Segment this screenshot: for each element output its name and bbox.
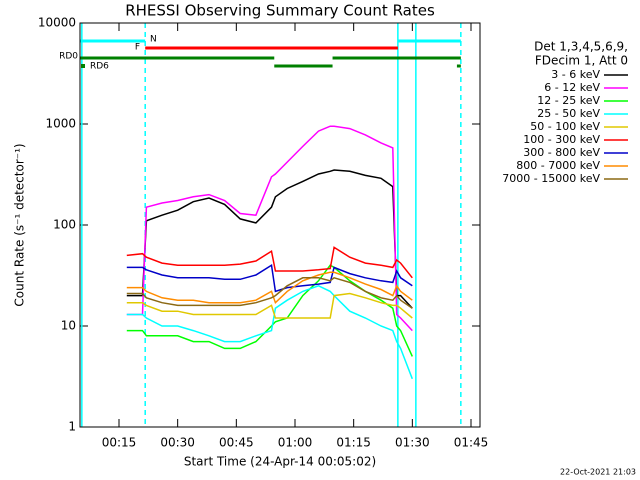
legend-label: 100 - 300 keV bbox=[523, 133, 600, 146]
chart-title: RHESSI Observing Summary Count Rates bbox=[125, 2, 435, 20]
x-tick-label: 01:30 bbox=[395, 436, 430, 450]
state-label: RD0 bbox=[59, 52, 78, 62]
series-line bbox=[126, 169, 413, 309]
series-line bbox=[126, 271, 413, 305]
legend-label: 300 - 800 keV bbox=[523, 146, 600, 159]
series-line bbox=[126, 292, 413, 319]
series-line bbox=[126, 246, 413, 279]
legend-label: 3 - 6 keV bbox=[551, 68, 600, 81]
legend-label: 6 - 12 keV bbox=[544, 81, 600, 94]
state-label: F bbox=[135, 43, 140, 53]
legend-label: 25 - 50 keV bbox=[537, 107, 600, 120]
y-tick-label: 100 bbox=[53, 218, 76, 232]
series-line bbox=[126, 276, 413, 309]
x-tick-label: 00:30 bbox=[160, 436, 195, 450]
legend-header: Det 1,3,4,5,6,9, bbox=[534, 40, 628, 54]
y-tick-label: 1000 bbox=[45, 117, 76, 131]
legend-label: 7000 - 15000 keV bbox=[502, 172, 600, 185]
series-line bbox=[126, 264, 413, 357]
series-line bbox=[126, 284, 413, 380]
legend-header: FDecim 1, Att 0 bbox=[535, 54, 628, 68]
legend-label: 800 - 7000 keV bbox=[516, 159, 600, 172]
x-tick-label: 01:45 bbox=[454, 436, 489, 450]
x-tick-label: 00:45 bbox=[219, 436, 254, 450]
x-tick-label: 01:00 bbox=[278, 436, 313, 450]
legend-label: 50 - 100 keV bbox=[530, 120, 600, 133]
state-label: N bbox=[150, 35, 157, 45]
state-label: RD6 bbox=[90, 62, 109, 72]
y-tick-label: 1 bbox=[68, 420, 76, 434]
series-line bbox=[126, 263, 413, 293]
x-tick-label: 00:15 bbox=[102, 436, 137, 450]
y-tick-label: 10 bbox=[61, 319, 76, 333]
x-tick-label: 01:15 bbox=[336, 436, 371, 450]
footer-stamp: 22-Oct-2021 21:03 bbox=[560, 468, 636, 477]
plot-frame bbox=[79, 22, 481, 428]
series-line bbox=[126, 125, 413, 332]
y-axis-label: Count Rate (s⁻¹ detector⁻¹) bbox=[13, 143, 27, 306]
y-tick-label: 10000 bbox=[38, 16, 76, 30]
state-marker bbox=[81, 64, 85, 68]
x-axis-label: Start Time (24-Apr-14 00:05:02) bbox=[184, 455, 376, 469]
legend-label: 12 - 25 keV bbox=[537, 94, 600, 107]
